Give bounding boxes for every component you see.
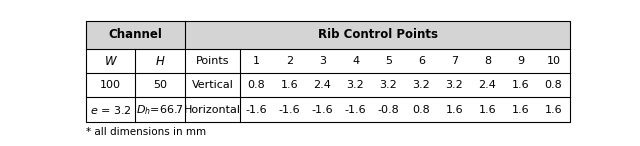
Text: 50: 50	[153, 80, 167, 90]
Text: 8: 8	[484, 56, 491, 66]
Text: 1.6: 1.6	[445, 105, 463, 115]
Text: $H$: $H$	[155, 55, 166, 68]
Text: 6: 6	[418, 56, 425, 66]
Text: 1.6: 1.6	[479, 105, 497, 115]
Bar	[86, 21, 185, 49]
Text: -1.6: -1.6	[246, 105, 268, 115]
Text: Vertical: Vertical	[191, 80, 234, 90]
Text: $D_h$=66.7: $D_h$=66.7	[136, 103, 184, 117]
Text: 0.8: 0.8	[248, 80, 266, 90]
Text: -1.6: -1.6	[345, 105, 366, 115]
Text: 5: 5	[385, 56, 392, 66]
Text: 7: 7	[451, 56, 458, 66]
Text: 1.6: 1.6	[512, 105, 529, 115]
Text: $W$: $W$	[104, 55, 118, 68]
Text: 4: 4	[352, 56, 359, 66]
Text: 0.8: 0.8	[413, 105, 430, 115]
Text: Channel: Channel	[109, 28, 163, 41]
Text: -0.8: -0.8	[378, 105, 399, 115]
Text: 3.2: 3.2	[380, 80, 397, 90]
Text: 3.2: 3.2	[445, 80, 463, 90]
Text: * all dimensions in mm: * all dimensions in mm	[86, 127, 206, 137]
Text: 9: 9	[517, 56, 524, 66]
Text: Horizontal: Horizontal	[184, 105, 241, 115]
Bar	[86, 21, 570, 122]
Text: 0.8: 0.8	[545, 80, 563, 90]
Text: 10: 10	[547, 56, 561, 66]
Text: 2.4: 2.4	[314, 80, 332, 90]
Text: 1.6: 1.6	[512, 80, 529, 90]
Text: 1.6: 1.6	[281, 80, 298, 90]
Text: 3: 3	[319, 56, 326, 66]
Text: 1.6: 1.6	[545, 105, 563, 115]
Text: 2: 2	[286, 56, 293, 66]
Text: 100: 100	[100, 80, 121, 90]
Text: -1.6: -1.6	[312, 105, 333, 115]
Text: 2.4: 2.4	[479, 80, 497, 90]
Text: -1.6: -1.6	[278, 105, 300, 115]
Text: 3.2: 3.2	[413, 80, 430, 90]
Text: $e$ = 3.2: $e$ = 3.2	[90, 104, 131, 116]
Text: 3.2: 3.2	[347, 80, 364, 90]
Bar	[185, 21, 570, 49]
Text: Points: Points	[196, 56, 229, 66]
Text: Rib Control Points: Rib Control Points	[317, 28, 438, 41]
Text: 1: 1	[253, 56, 260, 66]
